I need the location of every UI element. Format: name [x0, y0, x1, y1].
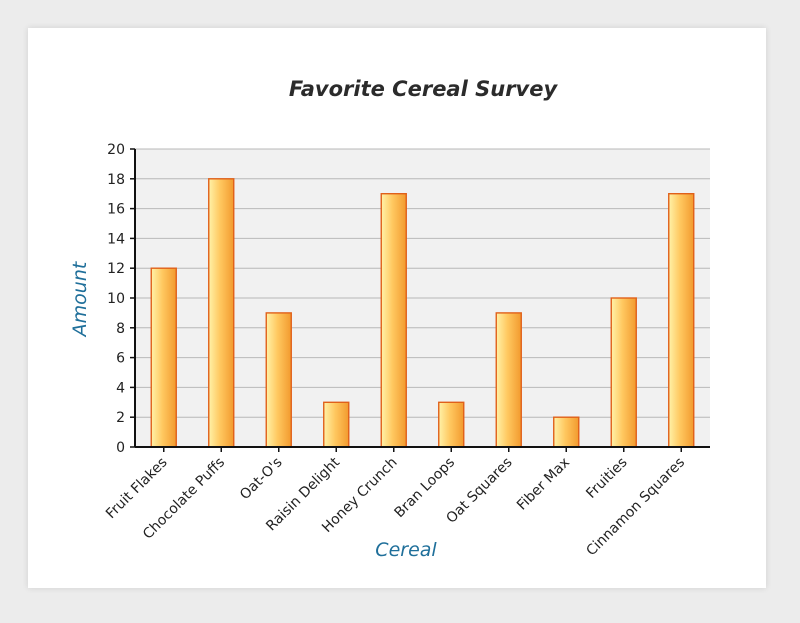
bar — [265, 312, 292, 448]
y-tick-label: 10 — [107, 291, 125, 307]
y-tick-labels: 0 2 4 6 8 10 12 14 16 18 20 — [107, 142, 135, 456]
y-tick-label: 14 — [107, 231, 125, 247]
bars — [150, 178, 695, 448]
y-tick-label: 16 — [107, 202, 125, 218]
bar — [495, 312, 522, 448]
chart-title: Favorite Cereal Survey — [289, 77, 559, 101]
chart-card: 0 2 4 6 8 10 12 14 16 18 20 Fruit Flakes Chocolate … — [28, 28, 766, 588]
bar — [553, 416, 580, 448]
bar — [668, 192, 695, 448]
y-tick-label: 8 — [116, 321, 125, 337]
bar — [438, 401, 465, 448]
x-category-label: Cinnamon Squares — [583, 455, 688, 560]
bar — [150, 267, 177, 448]
bar — [380, 192, 407, 448]
x-category-label: Oat-O's — [237, 455, 286, 504]
y-tick-label: 12 — [107, 261, 125, 277]
y-tick-label: 20 — [107, 142, 125, 158]
y-tick-label: 6 — [116, 351, 125, 367]
y-tick-label: 18 — [107, 172, 125, 188]
x-category-label: Fiber Max — [514, 455, 573, 514]
x-axis-title: Cereal — [375, 539, 437, 561]
bar — [610, 297, 637, 448]
y-tick-label: 2 — [116, 410, 125, 426]
x-category-label: Fruities — [583, 455, 630, 502]
y-tick-label: 0 — [116, 440, 125, 456]
bar — [208, 178, 235, 448]
y-axis-title: Amount — [69, 260, 91, 338]
bar — [323, 401, 350, 448]
y-tick-label: 4 — [116, 380, 125, 396]
